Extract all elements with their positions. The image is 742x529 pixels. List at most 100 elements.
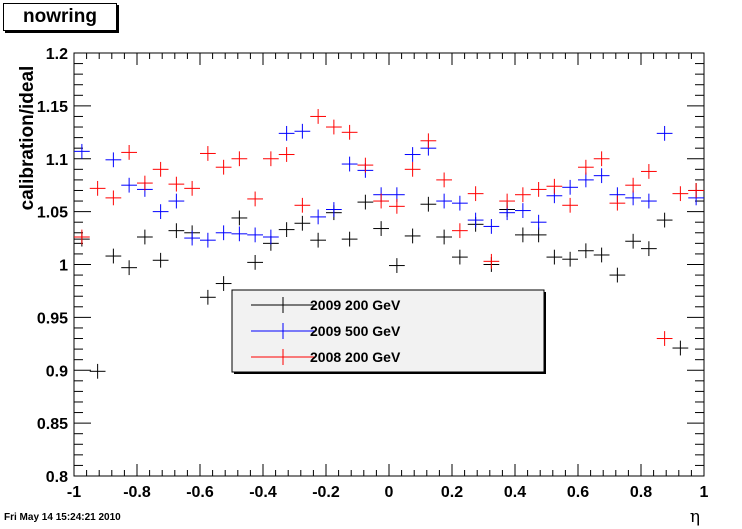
data-point — [625, 177, 641, 193]
data-point — [105, 152, 122, 168]
legend-label: 2009 500 GeV — [310, 323, 401, 339]
data-point — [184, 230, 200, 246]
canvas-title: nowring — [3, 3, 117, 31]
legend-entry: 2009 200 GeV — [251, 297, 401, 313]
y-axis-label: calibration/ideal — [17, 66, 38, 211]
y-tick-label: 1 — [59, 258, 68, 275]
data-point — [546, 249, 563, 265]
data-point — [373, 221, 389, 236]
data-point — [404, 228, 421, 244]
data-point — [641, 164, 657, 179]
data-point — [641, 241, 657, 257]
data-point — [436, 229, 452, 245]
data-point — [152, 252, 169, 268]
data-point — [200, 146, 216, 161]
data-point — [215, 225, 232, 241]
data-point — [625, 190, 641, 206]
data-point — [74, 143, 90, 159]
data-point — [89, 363, 106, 379]
data-point — [420, 196, 437, 212]
data-point — [420, 133, 437, 149]
data-point — [278, 125, 295, 141]
data-point — [294, 197, 311, 213]
data-point — [672, 340, 689, 356]
y-tick-label: 1.1 — [46, 152, 68, 169]
legend-label: 2008 200 GeV — [310, 349, 401, 365]
data-point — [562, 251, 578, 267]
series-3 — [74, 109, 704, 346]
data-point — [341, 124, 358, 140]
data-point — [578, 172, 594, 188]
data-point — [609, 267, 626, 283]
data-point — [578, 243, 594, 259]
x-tick-label: 0 — [385, 484, 394, 501]
data-point — [310, 109, 326, 124]
data-point — [310, 209, 326, 225]
data-point — [74, 229, 90, 245]
data-point — [294, 215, 311, 231]
data-point — [247, 254, 263, 270]
data-point — [215, 159, 232, 175]
y-tick-label: 0.8 — [46, 469, 68, 486]
data-point — [530, 214, 547, 230]
data-point — [593, 247, 610, 263]
data-point — [593, 168, 610, 184]
data-point — [247, 227, 263, 243]
data-point — [688, 183, 704, 198]
data-point — [168, 193, 185, 209]
data-point — [294, 123, 311, 139]
data-point — [452, 249, 468, 265]
data-point — [263, 229, 279, 245]
data-point — [278, 147, 295, 162]
data-point — [452, 223, 468, 239]
data-point — [278, 222, 295, 238]
y-tick-label: 0.9 — [46, 363, 68, 380]
data-point — [530, 227, 547, 243]
axis-tick-labels: -1 -0.8 -0.6 -0.4 -0.2 0 0.2 0.4 0.6 0.8 1 0.8 0.85 0… — [37, 46, 709, 501]
data-point — [105, 248, 122, 264]
data-point — [483, 219, 500, 234]
data-point — [656, 331, 673, 346]
data-point — [326, 119, 342, 135]
x-tick-label: 0.6 — [567, 484, 589, 501]
data-point — [200, 232, 216, 248]
data-point — [137, 229, 153, 245]
data-point — [436, 193, 452, 209]
data-point — [231, 226, 248, 242]
data-point — [357, 157, 374, 173]
data-point — [562, 197, 578, 213]
data-point — [593, 151, 610, 167]
data-point — [373, 193, 389, 209]
data-point — [515, 187, 531, 203]
legend-label: 2009 200 GeV — [310, 297, 401, 313]
x-tick-label: 0.4 — [504, 484, 526, 501]
data-points — [74, 109, 704, 379]
data-point — [121, 145, 137, 160]
data-point — [231, 210, 248, 226]
data-point — [326, 202, 342, 217]
data-point — [121, 177, 137, 193]
axis-ticks — [73, 52, 705, 477]
data-point — [231, 151, 248, 167]
data-point — [625, 233, 641, 249]
x-tick-label: 0.8 — [630, 484, 652, 501]
data-point — [404, 147, 421, 162]
data-point — [641, 193, 657, 209]
data-point — [499, 193, 515, 209]
legend-entry: 2009 500 GeV — [251, 323, 401, 339]
data-point — [389, 258, 405, 273]
data-point — [357, 194, 374, 210]
x-tick-label: -0.2 — [312, 484, 340, 501]
data-point — [578, 159, 594, 175]
data-point — [105, 190, 122, 206]
x-tick-label: -0.6 — [186, 484, 214, 501]
x-tick-label: -1 — [67, 484, 81, 501]
data-point — [452, 195, 468, 211]
x-tick-label: -0.8 — [123, 484, 151, 501]
data-point — [436, 172, 452, 188]
y-tick-label: 1.05 — [37, 205, 68, 222]
data-point — [530, 182, 547, 197]
data-point — [546, 178, 563, 194]
y-tick-label: 0.85 — [37, 416, 68, 433]
data-point — [89, 180, 106, 196]
